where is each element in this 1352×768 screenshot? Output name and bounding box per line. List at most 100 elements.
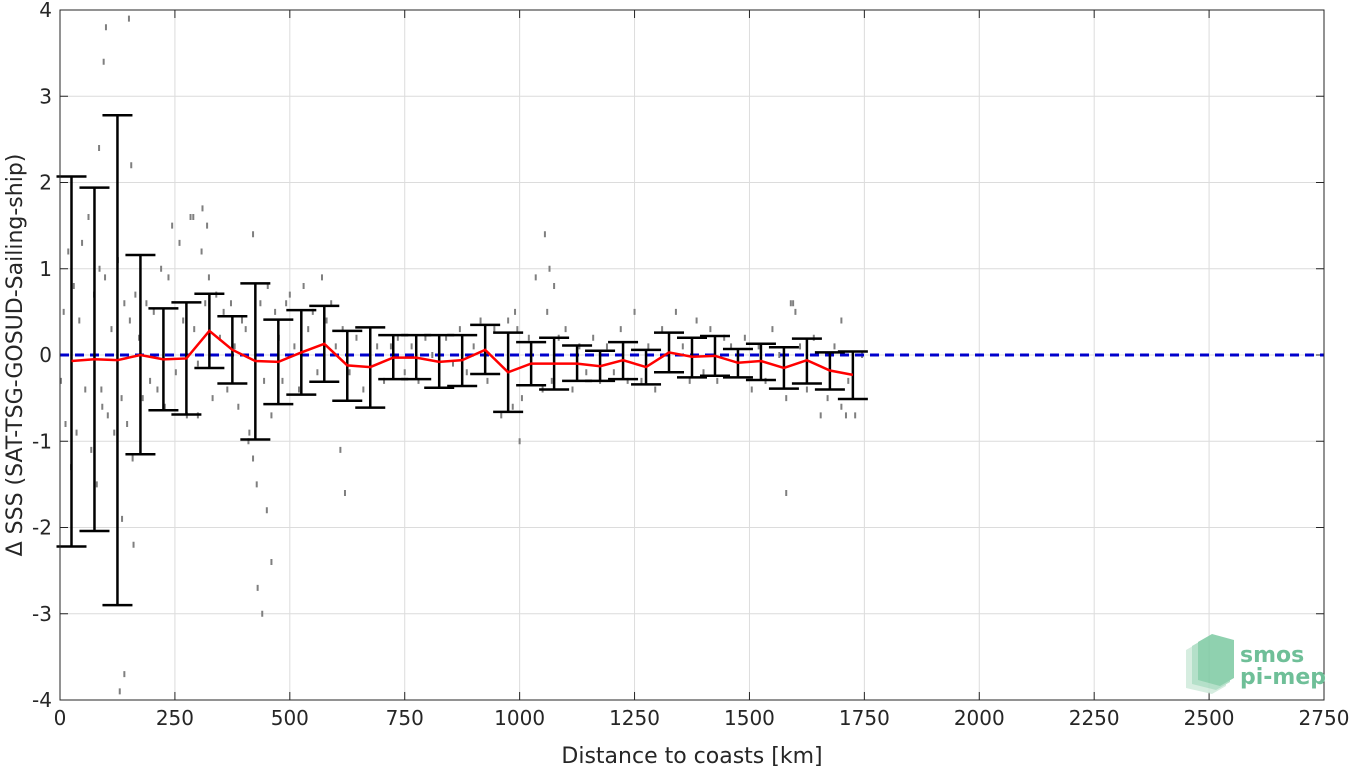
y-tick-label: -1 <box>32 429 52 453</box>
scatter-point <box>248 429 251 436</box>
scatter-point <box>805 386 808 393</box>
scatter-point <box>376 343 379 350</box>
scatter-point <box>138 334 141 341</box>
scatter-point <box>211 395 214 402</box>
scatter-point <box>123 300 126 307</box>
scatter-point <box>396 334 399 341</box>
scatter-point <box>252 455 255 462</box>
scatter-point <box>201 205 204 212</box>
scatter-point <box>145 300 148 307</box>
scatter-point <box>612 369 615 376</box>
scatter-point <box>799 343 802 350</box>
scatter-point <box>237 403 240 410</box>
scatter-point <box>500 412 503 419</box>
x-tick-label: 750 <box>386 706 424 730</box>
scatter-point <box>75 429 78 436</box>
x-tick-labels: 0 250 500 750 1000 1250 1500 1750 2000 2250 2500 27… <box>54 706 1350 730</box>
scatter-point <box>486 377 489 384</box>
scatter-point <box>293 343 296 350</box>
scatter-point <box>233 343 236 350</box>
scatter-point <box>288 291 291 298</box>
scatter-point <box>307 326 310 333</box>
scatter-point <box>263 377 266 384</box>
scatter-point <box>355 334 358 341</box>
scatter-point <box>255 481 258 488</box>
scatter-point <box>626 377 629 384</box>
logo-mark-icon <box>1186 634 1234 694</box>
scatter-point <box>270 412 273 419</box>
scatter-point <box>192 214 195 220</box>
scatter-point <box>424 334 427 341</box>
scatter-point <box>518 438 521 445</box>
scatter-point <box>534 274 537 281</box>
scatter-point <box>244 326 247 333</box>
scatter-point <box>222 308 225 315</box>
x-tick-label: 2000 <box>954 706 1005 730</box>
scatter-point <box>120 395 123 402</box>
scatter-point <box>550 377 553 384</box>
scatter-point <box>131 455 134 462</box>
scatter-point <box>81 239 84 246</box>
scatter-point <box>472 343 475 350</box>
scatter-point <box>771 326 774 333</box>
x-tick-label: 500 <box>271 706 309 730</box>
scatter-point <box>709 326 712 333</box>
scatter-point <box>204 300 207 307</box>
scatter-point <box>819 412 822 419</box>
scatter-point <box>564 326 567 333</box>
x-tick-label: 2500 <box>1184 706 1235 730</box>
scatter-point <box>259 300 262 307</box>
logo-text-pi-mep: pi-mep <box>1240 665 1326 690</box>
scatter-point <box>325 317 328 324</box>
scatter-point <box>241 317 244 324</box>
scatter-point <box>95 481 98 488</box>
scatter-point <box>840 317 843 324</box>
x-tick-label: 1750 <box>839 706 890 730</box>
scatter-point <box>218 334 221 341</box>
scatter-point <box>252 231 255 238</box>
y-tick-label: -4 <box>32 688 52 712</box>
scatter-point <box>178 239 181 246</box>
scatter-point <box>193 326 196 333</box>
scatter-point <box>104 24 107 31</box>
scatter-point <box>274 308 277 315</box>
scatter-point <box>110 326 113 333</box>
scatter-point <box>98 265 101 272</box>
x-tick-label: 1250 <box>609 706 660 730</box>
y-tick-labels: -4 -3 -2 -1 0 1 2 3 4 <box>32 0 52 712</box>
scatter-point <box>59 377 62 384</box>
scatter-point <box>126 421 129 427</box>
scatter-point <box>348 369 351 376</box>
scatter-point <box>605 343 608 350</box>
scatter-point <box>256 584 259 591</box>
scatter-point <box>113 429 116 436</box>
scatter-point <box>130 162 133 169</box>
scatter-point <box>640 377 643 384</box>
scatter-point <box>98 145 101 151</box>
scatter-point <box>847 377 850 384</box>
scatter-point <box>72 283 75 289</box>
scatter-point <box>182 317 185 324</box>
scatter-point <box>261 610 264 617</box>
scatter-point <box>90 446 93 453</box>
y-tick-label: -3 <box>32 602 52 626</box>
scatter-point <box>163 403 166 410</box>
scatter-point <box>206 222 209 229</box>
scatter-point <box>844 412 847 419</box>
scatter-point <box>265 507 268 514</box>
scatter-point <box>174 369 177 376</box>
scatter-point <box>128 317 131 324</box>
scatter-point <box>160 265 163 272</box>
scatter-point <box>543 231 546 238</box>
scatter-point <box>695 317 698 324</box>
scatter-point <box>67 248 70 255</box>
scatter-point <box>619 326 622 333</box>
scatter-point <box>553 283 556 289</box>
scatter-point <box>571 386 574 393</box>
scatter-point <box>100 386 103 393</box>
scatter-point <box>330 300 333 307</box>
scatter-point <box>341 326 344 333</box>
scatter-point <box>62 308 65 315</box>
scatter-point <box>417 377 420 384</box>
